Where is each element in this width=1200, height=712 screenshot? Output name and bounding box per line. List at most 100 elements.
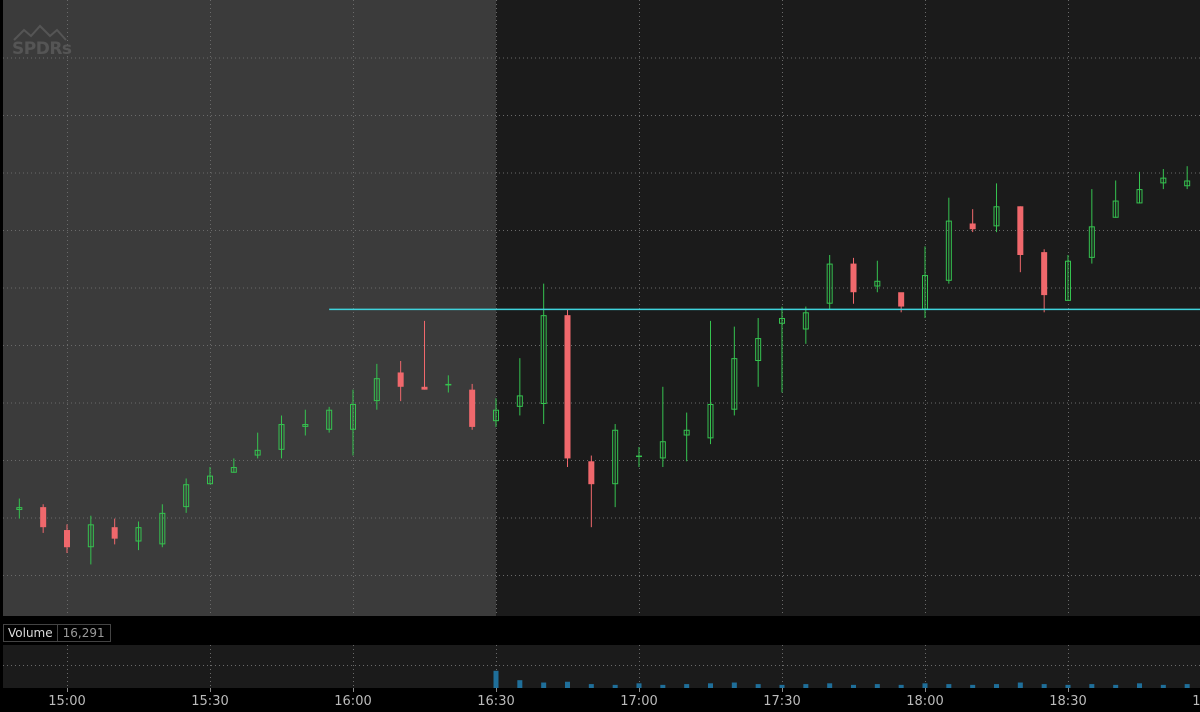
candle-body xyxy=(802,312,809,330)
candle-body xyxy=(64,530,70,548)
candle-body xyxy=(1136,189,1143,204)
volume-bar xyxy=(517,680,523,688)
candle-body xyxy=(16,507,23,510)
candle-up xyxy=(159,504,166,548)
candle-body xyxy=(111,527,118,539)
candle-body xyxy=(135,527,142,542)
candle-body xyxy=(445,383,452,386)
candle-body xyxy=(993,206,1000,227)
volume-bar xyxy=(779,684,785,688)
candle-body xyxy=(540,315,547,404)
candle-up xyxy=(207,467,213,485)
volume-bar xyxy=(636,683,642,688)
candle-up xyxy=(16,498,23,519)
time-tick-label: 15:30 xyxy=(191,694,228,709)
candle-up xyxy=(636,446,642,468)
candle-up xyxy=(1160,169,1167,190)
candle-body xyxy=(1017,206,1024,255)
candle-body xyxy=(779,318,785,324)
candle-body xyxy=(326,409,333,430)
candle-body xyxy=(588,461,595,485)
candle-up xyxy=(993,183,1000,233)
candle-up xyxy=(326,406,333,433)
time-tick-label: 18:30 xyxy=(1049,694,1086,709)
candle-up xyxy=(731,326,738,416)
volume-bar xyxy=(684,684,690,688)
candle-body xyxy=(636,455,642,458)
volume-panel-background xyxy=(3,645,1200,688)
candle-body xyxy=(230,467,237,473)
volume-label: Volume xyxy=(3,624,58,642)
volume-bars xyxy=(493,670,1190,688)
volume-bar xyxy=(970,684,976,688)
candle-down xyxy=(1017,206,1024,273)
watermark-logo: SPDRs xyxy=(12,24,72,59)
candle-up xyxy=(350,389,356,456)
candle-down xyxy=(588,455,595,528)
candle-down xyxy=(397,361,404,402)
candle-up xyxy=(874,260,881,293)
candle-body xyxy=(493,409,499,422)
candle-body xyxy=(826,263,833,304)
volume-bar xyxy=(1089,684,1095,688)
candle-up xyxy=(826,254,833,310)
candle-body xyxy=(1088,226,1095,258)
candle-body xyxy=(683,429,690,436)
candle-body xyxy=(350,403,356,430)
time-axis: 15:00 15:30 16:00 16:30 17:00 17:30 18:00 18:30… xyxy=(48,688,1200,709)
candle-down xyxy=(421,320,428,390)
volume-study-label[interactable]: Volume 16,291 xyxy=(3,624,111,642)
time-tick-label: 15:00 xyxy=(48,694,85,709)
candle-body xyxy=(755,338,762,362)
candle-body xyxy=(302,424,309,427)
volume-bar xyxy=(493,670,499,688)
time-tick-label: 17:30 xyxy=(763,694,800,709)
volume-bar xyxy=(851,684,856,688)
candle-down xyxy=(111,518,118,545)
candle-body xyxy=(397,372,404,387)
candle-up xyxy=(254,432,261,459)
candle-body xyxy=(564,315,571,459)
volume-bar xyxy=(994,684,999,688)
candle-body xyxy=(659,441,666,459)
premarket-shading xyxy=(3,0,496,616)
volume-bar xyxy=(946,684,952,688)
volume-bar xyxy=(1137,683,1142,688)
volume-value: 16,291 xyxy=(57,624,111,642)
candle-body xyxy=(850,263,857,293)
candle-body xyxy=(731,358,738,410)
volume-bar xyxy=(803,684,809,688)
candle-body xyxy=(87,524,94,548)
volume-bar xyxy=(1017,682,1023,688)
candle-body xyxy=(421,386,428,390)
volume-bar xyxy=(660,684,666,688)
candle-up xyxy=(612,424,619,508)
candle-up xyxy=(302,409,309,436)
candle-body xyxy=(1112,200,1119,218)
candle-body xyxy=(254,449,261,456)
volume-bar xyxy=(588,684,594,688)
candle-up xyxy=(945,197,952,284)
candle-body xyxy=(1041,252,1048,296)
volume-bar xyxy=(1065,684,1071,688)
watermark-text: SPDRs xyxy=(12,39,72,59)
candle-body xyxy=(945,220,952,281)
candle-up xyxy=(683,412,690,462)
time-tick-label: 19:00 xyxy=(1192,694,1200,709)
volume-bar xyxy=(541,682,547,688)
candle-down xyxy=(969,209,976,233)
volume-bar xyxy=(898,684,904,688)
candle-body xyxy=(183,484,190,508)
candle-up xyxy=(183,478,190,513)
time-tick-label: 16:00 xyxy=(334,694,371,709)
volume-bar xyxy=(708,683,713,688)
volume-bar xyxy=(922,683,928,688)
candle-body xyxy=(373,378,380,402)
candle-body xyxy=(707,403,714,439)
time-tick-label: 18:00 xyxy=(906,694,943,709)
candle-up xyxy=(707,320,714,445)
candle-down xyxy=(469,383,476,430)
candle-body xyxy=(1160,177,1167,184)
volume-bar xyxy=(1113,684,1119,688)
